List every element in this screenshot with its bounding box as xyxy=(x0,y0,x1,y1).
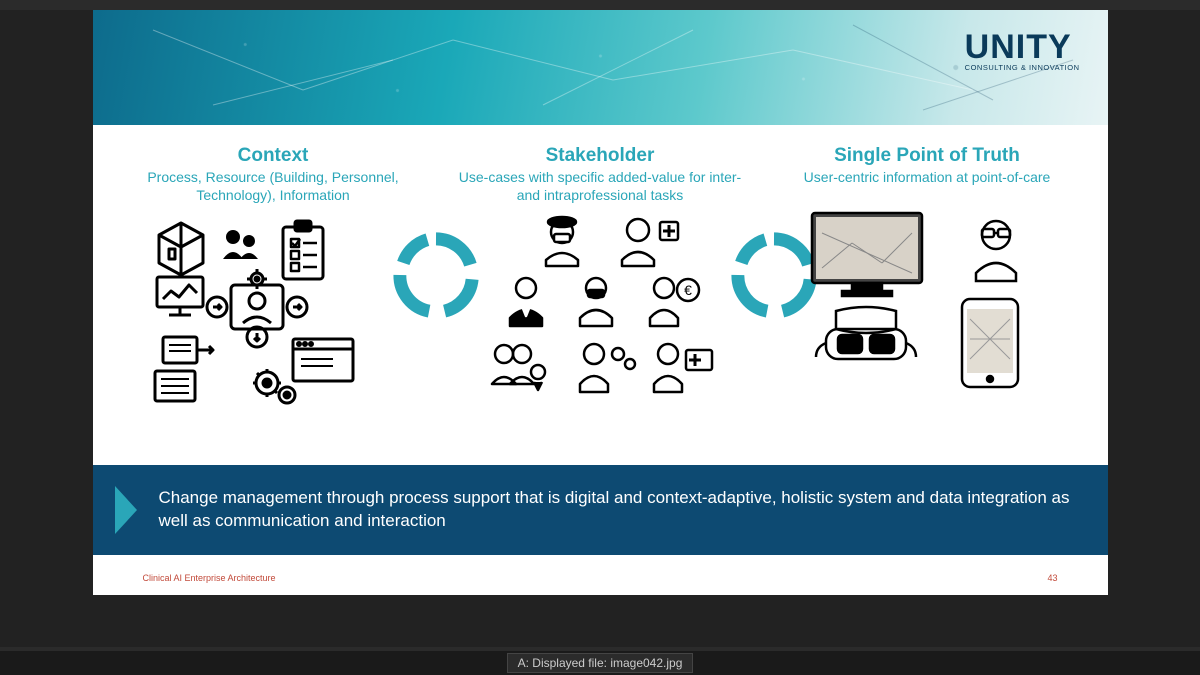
meta-page: 43 xyxy=(1047,573,1057,583)
clipboard-icon xyxy=(283,221,323,279)
column-subtitle: User-centric information at point-of-car… xyxy=(781,169,1074,187)
it-screen-icon xyxy=(654,344,712,392)
column-title: Context xyxy=(127,145,420,167)
computer-chart-icon xyxy=(157,277,203,315)
column-header: Stakeholder Use-cases with specific adde… xyxy=(448,139,753,214)
vr-headset-icon xyxy=(816,307,916,359)
slide: UNITY CONSULTING & INNOVATION Context Pr… xyxy=(93,10,1108,595)
admin-mask-icon xyxy=(580,278,612,326)
column-title: Single Point of Truth xyxy=(781,145,1074,167)
gear-pair-icon xyxy=(253,369,295,403)
slide-meta: Clinical AI Enterprise Architecture 43 xyxy=(143,573,1058,583)
finance-euro-icon: € xyxy=(650,278,699,326)
smartphone-map-icon xyxy=(962,299,1018,387)
columns-row: Context Process, Resource (Building, Per… xyxy=(93,125,1108,424)
stakeholder-icon-cluster: € xyxy=(448,214,753,424)
team-badge-icon xyxy=(492,345,545,390)
profile-card-icon xyxy=(231,285,283,329)
wall-monitor-icon xyxy=(812,213,922,296)
column-subtitle: Use-cases with specific added-value for … xyxy=(454,169,747,204)
building-cube-icon xyxy=(159,223,203,275)
spot-icon-cluster xyxy=(775,197,1080,407)
brand-name: UNITY xyxy=(965,28,1080,67)
column-header: Context Process, Resource (Building, Per… xyxy=(121,139,426,214)
document-arrow-icon xyxy=(163,337,213,363)
people-icon xyxy=(223,230,258,259)
context-icon-cluster xyxy=(121,214,426,424)
meta-title: Clinical AI Enterprise Architecture xyxy=(143,573,276,583)
banner: UNITY CONSULTING & INNOVATION xyxy=(93,10,1108,125)
network-lines-decoration xyxy=(93,10,1108,125)
list-icon xyxy=(155,371,195,401)
status-label: A: Displayed file: image042.jpg xyxy=(507,653,694,673)
manager-icon xyxy=(510,278,542,326)
column-title: Stakeholder xyxy=(454,145,747,167)
image-viewer: UNITY CONSULTING & INNOVATION Context Pr… xyxy=(0,10,1200,647)
column-stakeholder: Stakeholder Use-cases with specific adde… xyxy=(448,139,753,424)
arrow-right-icon xyxy=(115,486,137,534)
brand-tagline: CONSULTING & INNOVATION xyxy=(965,63,1080,72)
column-subtitle: Process, Resource (Building, Personnel, … xyxy=(127,169,420,204)
footer-callout: Change management through process suppor… xyxy=(93,465,1108,555)
brand-logo: UNITY CONSULTING & INNOVATION xyxy=(965,28,1080,72)
column-context: Context Process, Resource (Building, Per… xyxy=(121,139,426,424)
browser-gear-icon xyxy=(293,339,353,381)
smart-glasses-user-icon xyxy=(976,221,1016,281)
column-header: Single Point of Truth User-centric infor… xyxy=(775,139,1080,197)
svg-text:€: € xyxy=(684,282,692,298)
surgeon-icon xyxy=(546,217,578,266)
footer-text: Change management through process suppor… xyxy=(159,487,1072,533)
status-bar: A: Displayed file: image042.jpg xyxy=(0,651,1200,675)
tech-gears-icon xyxy=(580,344,635,392)
nurse-cross-icon xyxy=(622,219,678,266)
column-single-point-of-truth: Single Point of Truth User-centric infor… xyxy=(775,139,1080,424)
